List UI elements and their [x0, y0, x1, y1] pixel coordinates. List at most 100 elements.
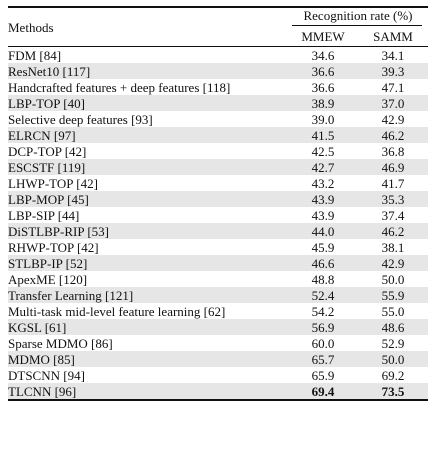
table-body: FDM [84] 34.6 34.1 ResNet10 [117] 36.6 39.3 Ha…	[8, 47, 428, 400]
samm-value-cell: 55.0	[381, 303, 405, 319]
method-cell: TLCNN [96]	[8, 383, 288, 400]
table-row: KGSL [61] 56.9 48.6	[8, 319, 428, 335]
method-cell: DiSTLBP-RIP [53]	[8, 223, 288, 239]
table-row: DTSCNN [94] 65.9 69.2	[8, 367, 428, 383]
samm-header: SAMM	[358, 26, 428, 48]
table-row: Handcrafted features + deep features [11…	[8, 79, 428, 95]
mmew-value-cell: 60.0	[311, 335, 335, 351]
method-cell: Multi-task mid-level feature learning [6…	[8, 303, 226, 319]
mmew-value-cell: 38.9	[288, 95, 358, 111]
header-row-top: Methods Recognition rate (%)	[8, 7, 428, 47]
samm-value-cell: 41.7	[381, 175, 405, 191]
samm-value-cell: 34.1	[381, 47, 405, 63]
mmew-value-cell: 45.9	[311, 239, 335, 255]
table-row: LBP-MOP [45] 43.9 35.3	[8, 191, 428, 207]
table-row: ESCSTF [119] 42.7 46.9	[8, 159, 428, 175]
method-cell: Handcrafted features + deep features [11…	[8, 79, 231, 95]
mmew-value-cell: 41.5	[288, 127, 358, 143]
samm-value-cell: 39.3	[358, 63, 428, 79]
samm-value-cell: 37.0	[358, 95, 428, 111]
samm-value-cell: 46.9	[358, 159, 428, 175]
mmew-value-cell: 54.2	[311, 303, 335, 319]
table-row: STLBP-IP [52] 46.6 42.9	[8, 255, 428, 271]
table-row: Selective deep features [93] 39.0 42.9	[8, 111, 428, 127]
mmew-value-cell: 65.9	[311, 367, 335, 383]
mmew-value-cell: 34.6	[311, 47, 335, 63]
method-cell: LBP-MOP [45]	[8, 191, 288, 207]
method-cell: LBP-SIP [44]	[8, 207, 80, 223]
samm-value-cell: 35.3	[358, 191, 428, 207]
table-row: TLCNN [96] 69.4 73.5	[8, 383, 428, 400]
method-cell: Sparse MDMO [86]	[8, 335, 113, 351]
table-row: Multi-task mid-level feature learning [6…	[8, 303, 428, 319]
table-row: LHWP-TOP [42] 43.2 41.7	[8, 175, 428, 191]
mmew-value-cell: 42.5	[311, 143, 335, 159]
mmew-value-cell: 36.6	[288, 63, 358, 79]
mmew-value-cell: 42.7	[288, 159, 358, 175]
table-row: LBP-TOP [40] 38.9 37.0	[8, 95, 428, 111]
method-cell: MDMO [85]	[8, 351, 288, 367]
recognition-rate-label: Recognition rate (%)	[303, 8, 413, 24]
header-row-sub: MMEW SAMM	[8, 26, 428, 48]
samm-value-cell: 47.1	[381, 79, 405, 95]
samm-value-cell: 50.0	[358, 351, 428, 367]
method-cell: LBP-TOP [40]	[8, 95, 288, 111]
method-cell: STLBP-IP [52]	[8, 255, 288, 271]
recognition-rate-header: Recognition rate (%)	[288, 7, 428, 27]
method-cell: LHWP-TOP [42]	[8, 175, 98, 191]
mmew-value-cell: 69.4	[288, 383, 358, 400]
method-cell: ResNet10 [117]	[8, 63, 288, 79]
samm-value-cell: 55.9	[358, 287, 428, 303]
table-header: Methods Recognition rate (%) MMEW SAMM	[8, 7, 428, 48]
mmew-value-cell: 39.0	[311, 111, 335, 127]
method-cell: ESCSTF [119]	[8, 159, 288, 175]
table-row: ApexME [120] 48.8 50.0	[8, 271, 428, 287]
table-row: ELRCN [97] 41.5 46.2	[8, 127, 428, 143]
samm-value-cell: 37.4	[381, 207, 405, 223]
method-cell: DCP-TOP [42]	[8, 143, 87, 159]
mmew-value-cell: 48.8	[311, 271, 335, 287]
samm-value-cell: 69.2	[381, 367, 405, 383]
table-row: MDMO [85] 65.7 50.0	[8, 351, 428, 367]
mmew-header: MMEW	[288, 26, 358, 48]
method-cell: ApexME [120]	[8, 271, 88, 287]
group-underline	[292, 25, 422, 27]
table-row: Sparse MDMO [86] 60.0 52.9	[8, 335, 428, 351]
mmew-value-cell: 44.0	[288, 223, 358, 239]
samm-value-cell: 38.1	[381, 239, 405, 255]
samm-value-cell: 48.6	[358, 319, 428, 335]
mmew-value-cell: 36.6	[311, 79, 335, 95]
samm-value-cell: 36.8	[381, 143, 405, 159]
table-row: RHWP-TOP [42] 45.9 38.1	[8, 239, 428, 255]
mmew-value-cell: 56.9	[288, 319, 358, 335]
method-cell: RHWP-TOP [42]	[8, 239, 99, 255]
method-cell: Transfer Learning [121]	[8, 287, 288, 303]
method-cell: DTSCNN [94]	[8, 367, 85, 383]
method-cell: KGSL [61]	[8, 319, 288, 335]
method-cell: FDM [84]	[8, 47, 62, 63]
mmew-value-cell: 43.9	[288, 191, 358, 207]
method-cell: ELRCN [97]	[8, 127, 288, 143]
mmew-value-cell: 65.7	[288, 351, 358, 367]
mmew-value-cell: 43.2	[311, 175, 335, 191]
mmew-value-cell: 43.9	[311, 207, 335, 223]
table-row: FDM [84] 34.6 34.1	[8, 47, 428, 64]
samm-value-cell: 50.0	[381, 271, 405, 287]
samm-value-cell: 42.9	[381, 111, 405, 127]
method-cell: Selective deep features [93]	[8, 111, 153, 127]
samm-value-cell: 46.2	[358, 223, 428, 239]
table-row: LBP-SIP [44] 43.9 37.4	[8, 207, 428, 223]
recognition-rate-table: Methods Recognition rate (%) MMEW SAMM F…	[8, 6, 428, 401]
methods-header: Methods	[8, 7, 288, 47]
samm-value-cell: 42.9	[358, 255, 428, 271]
table-row: Transfer Learning [121] 52.4 55.9	[8, 287, 428, 303]
mmew-value-cell: 52.4	[288, 287, 358, 303]
samm-value-cell: 52.9	[381, 335, 405, 351]
table-row: ResNet10 [117] 36.6 39.3	[8, 63, 428, 79]
samm-value-cell: 46.2	[358, 127, 428, 143]
table-row: DCP-TOP [42] 42.5 36.8	[8, 143, 428, 159]
table-row: DiSTLBP-RIP [53] 44.0 46.2	[8, 223, 428, 239]
mmew-value-cell: 46.6	[288, 255, 358, 271]
samm-value-cell: 73.5	[358, 383, 428, 400]
